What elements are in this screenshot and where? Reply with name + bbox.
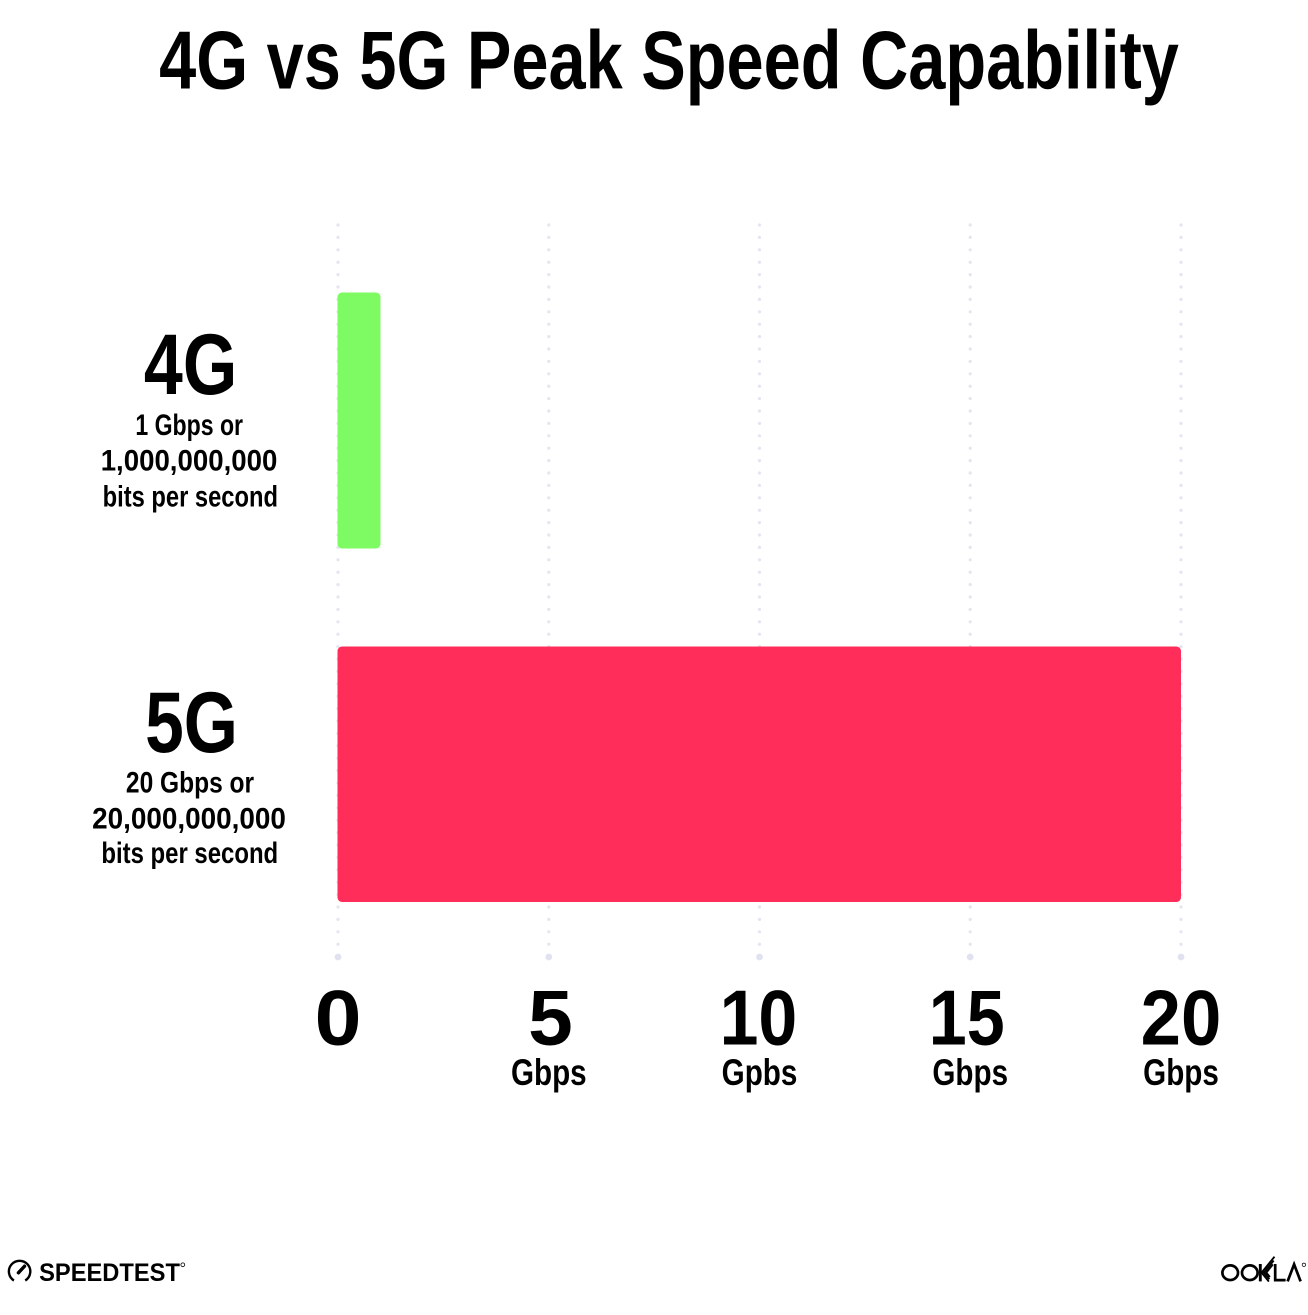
svg-text:4G vs 5G Peak Speed Capability: 4G vs 5G Peak Speed Capability xyxy=(159,14,1179,106)
svg-text:bits per second: bits per second xyxy=(103,480,278,513)
svg-text:10: 10 xyxy=(720,974,798,1061)
svg-text:4G: 4G xyxy=(144,316,237,413)
svg-text:SPEEDTEST: SPEEDTEST xyxy=(39,1259,180,1287)
svg-text:1,000,000,000: 1,000,000,000 xyxy=(101,445,278,478)
svg-text:1 Gbps or: 1 Gbps or xyxy=(135,408,243,442)
svg-text:Gpbs: Gpbs xyxy=(722,1052,798,1094)
svg-text:20,000,000,000: 20,000,000,000 xyxy=(92,803,286,836)
svg-text:15: 15 xyxy=(929,974,1005,1061)
svg-text:5G: 5G xyxy=(145,674,238,771)
svg-text:20 Gbps or: 20 Gbps or xyxy=(126,765,254,799)
svg-text:0: 0 xyxy=(315,975,362,1061)
svg-text:Gbps: Gbps xyxy=(511,1052,587,1094)
svg-text:20: 20 xyxy=(1141,974,1222,1061)
svg-text:bits per second: bits per second xyxy=(101,835,278,869)
svg-text:Gbps: Gbps xyxy=(1143,1052,1219,1094)
svg-text:Gbps: Gbps xyxy=(932,1052,1008,1094)
svg-text:5: 5 xyxy=(528,974,573,1062)
